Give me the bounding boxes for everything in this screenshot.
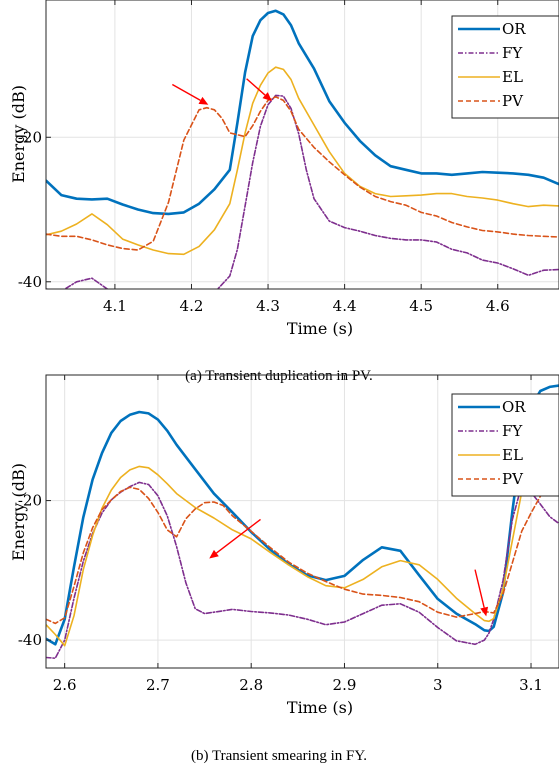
chart-a-annotations bbox=[171, 78, 272, 105]
chart-a-ticks: 4.1 4.2 4.3 4.4 4.5 4.6 -40 -20 bbox=[18, 0, 510, 315]
chart-a-xtick-label-5: 4.6 bbox=[486, 297, 510, 315]
chart-b-arrow-1 bbox=[474, 569, 489, 617]
chart-a-legend-label-fy: FY bbox=[502, 44, 523, 62]
chart-a-axes-box bbox=[45, 0, 559, 290]
chart-a: 4.1 4.2 4.3 4.4 4.5 4.6 -40 -20 OR FY EL PV Time (… bbox=[9, 0, 559, 384]
chart-a-xtick-label-0: 4.1 bbox=[103, 297, 127, 315]
chart-b-xtick-label-1: 2.7 bbox=[146, 676, 170, 694]
chart-b-ticks: 2.6 2.7 2.8 2.9 3 3.1 -40 -20 bbox=[18, 375, 543, 694]
chart-b-legend: OR FY EL PV bbox=[451, 393, 559, 497]
chart-a-series-fy bbox=[46, 94, 559, 289]
chart-a-caption: (a) Transient duplication in PV. bbox=[185, 368, 373, 384]
chart-b-legend-label-fy: FY bbox=[502, 422, 523, 440]
chart-a-xtick-label-2: 4.3 bbox=[256, 297, 280, 315]
chart-a-ytick-label-1: -20 bbox=[18, 128, 42, 146]
chart-a-arrow-1 bbox=[246, 78, 272, 102]
chart-a-series-pv bbox=[46, 96, 559, 251]
chart-b-xtick-label-5: 3.1 bbox=[519, 676, 543, 694]
chart-a-legend-label-pv: PV bbox=[502, 92, 524, 110]
chart-a-ytick-label-0: -40 bbox=[18, 273, 42, 291]
chart-a-xtick-label-4: 4.5 bbox=[409, 297, 433, 315]
chart-a-arrow-0 bbox=[171, 83, 209, 105]
chart-a-series-layer bbox=[46, 9, 559, 289]
chart-b-legend-label-pv: PV bbox=[502, 470, 524, 488]
chart-b-xtick-label-2: 2.8 bbox=[239, 676, 263, 694]
chart-b-axes-box bbox=[45, 374, 559, 669]
chart-a-legend-label-or: OR bbox=[502, 20, 526, 38]
chart-b-series-el bbox=[46, 458, 559, 647]
chart-a-legend-label-el: EL bbox=[502, 68, 523, 86]
chart-b-arrow-0 bbox=[209, 518, 261, 559]
chart-b-series-layer bbox=[46, 384, 559, 660]
chart-b-ylabel: Energy (dB) bbox=[9, 463, 28, 561]
chart-b-caption: (b) Transient smearing in FY. bbox=[191, 748, 367, 764]
chart-b-xlabel: Time (s) bbox=[287, 698, 353, 717]
chart-b: 2.6 2.7 2.8 2.9 3 3.1 -40 -20 OR FY EL PV Time (s)… bbox=[9, 374, 559, 764]
chart-b-ytick-label-0: -40 bbox=[18, 631, 42, 649]
chart-a-series-or bbox=[46, 9, 559, 216]
chart-b-annotations bbox=[209, 518, 489, 617]
chart-a-ylabel: Energy (dB) bbox=[9, 85, 28, 183]
chart-a-xtick-label-3: 4.4 bbox=[333, 297, 357, 315]
chart-b-xtick-label-0: 2.6 bbox=[53, 676, 77, 694]
chart-b-xtick-label-3: 2.9 bbox=[333, 676, 357, 694]
chart-b-legend-label-el: EL bbox=[502, 446, 523, 464]
chart-a-xlabel: Time (s) bbox=[287, 319, 353, 338]
chart-b-ytick-label-1: -20 bbox=[18, 492, 42, 510]
chart-a-legend: OR FY EL PV bbox=[451, 15, 559, 119]
chart-b-xtick-label-4: 3 bbox=[433, 676, 443, 694]
chart-a-xtick-label-1: 4.2 bbox=[180, 297, 204, 315]
chart-b-legend-label-or: OR bbox=[502, 398, 526, 416]
chart-b-series-pv bbox=[46, 478, 559, 625]
